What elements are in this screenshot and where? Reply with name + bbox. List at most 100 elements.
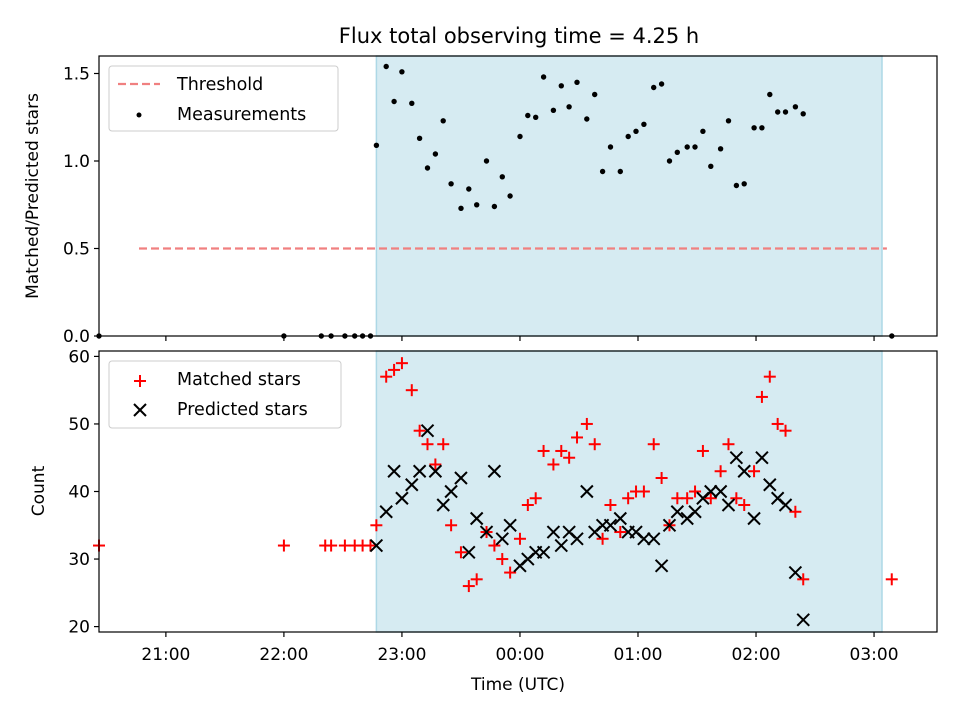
- matched-star-marker: [779, 424, 792, 437]
- matched-star-marker: [748, 465, 761, 478]
- predicted-star-marker: [387, 464, 401, 478]
- predicted-star-marker: [580, 484, 594, 499]
- x-tick-label: 23:00: [377, 645, 426, 665]
- predicted-star-marker: [729, 451, 744, 465]
- measurement-point: [499, 174, 505, 180]
- threshold-legend-label: Threshold: [176, 75, 263, 95]
- bottom-observing-window: [375, 350, 883, 633]
- measurement-point: [767, 91, 773, 98]
- x-tick-label: 03:00: [850, 645, 899, 665]
- measurement-point: [607, 144, 614, 150]
- matched-star-marker: [681, 492, 694, 505]
- matched-star-marker: [580, 417, 593, 430]
- top-legend-box: [108, 65, 339, 132]
- measurement-point: [391, 98, 397, 105]
- measurement-point: [725, 118, 732, 124]
- predicted-star-marker: [647, 532, 661, 546]
- matched-star-marker: [614, 526, 627, 539]
- measurement-point: [448, 181, 454, 187]
- matched-star-marker: [797, 573, 810, 586]
- matched-star-marker: [504, 566, 517, 579]
- predicted-star-marker: [763, 478, 777, 492]
- measurement-point: [424, 165, 431, 171]
- measurement-point: [409, 100, 415, 107]
- bottom-axis-ticks: 20 30 40 50 60 21:00 22:00 23:00 00:00 01:00 02:00…: [68, 347, 898, 665]
- predicted-legend-label: Predicted stars: [177, 400, 308, 420]
- measurement-point: [566, 104, 572, 110]
- predicted-star-marker: [436, 498, 450, 512]
- measurement-point: [800, 111, 806, 117]
- predicted-star-marker: [670, 505, 685, 519]
- predicted-legend-marker: [133, 403, 147, 417]
- matched-star-marker: [388, 363, 401, 376]
- predicted-star-marker: [662, 518, 677, 532]
- predicted-star-marker: [444, 484, 458, 499]
- measurement-point: [399, 69, 405, 75]
- count-points: [93, 357, 898, 627]
- measurement-point: [416, 135, 423, 141]
- measurement-point: [491, 203, 498, 210]
- predicted-star-marker: [778, 498, 793, 512]
- bottom-y-tick-label: 30: [68, 550, 90, 570]
- matched-star-marker: [405, 384, 418, 397]
- measurement-point: [792, 104, 799, 110]
- predicted-star-marker: [536, 545, 551, 560]
- matched-star-marker: [537, 444, 550, 457]
- predicted-star-marker: [479, 525, 494, 539]
- predicted-star-marker: [454, 471, 468, 485]
- predicted-star-marker: [788, 565, 803, 580]
- predicted-star-marker: [688, 505, 702, 519]
- predicted-star-marker: [713, 484, 728, 499]
- measurement-point: [474, 202, 480, 208]
- measurement-point: [466, 186, 472, 192]
- measurement-legend-marker: [136, 112, 142, 118]
- measurement-point: [782, 109, 789, 115]
- measurement-point: [584, 116, 590, 122]
- matched-star-marker: [563, 451, 576, 464]
- matched-star-marker: [395, 357, 408, 370]
- measurement-point: [674, 149, 680, 155]
- matched-star-marker: [637, 485, 650, 498]
- predicted-star-marker: [737, 464, 751, 478]
- bottom-y-tick-label: 40: [68, 483, 90, 503]
- measurement-point: [666, 158, 673, 164]
- measurement-point: [525, 112, 531, 119]
- predicted-star-marker: [462, 545, 476, 560]
- matched-star-marker: [496, 553, 509, 566]
- predicted-star-marker: [495, 532, 509, 546]
- top-y-ticks: 0.0 0.5 1.0 1.5: [63, 65, 875, 347]
- top-observing-window: [375, 55, 883, 337]
- predicted-star-marker: [554, 538, 568, 553]
- matched-star-marker: [364, 539, 377, 552]
- measurement-points: [96, 63, 895, 339]
- matched-star-marker: [462, 580, 475, 593]
- matched-star-marker: [714, 465, 727, 478]
- measurement-legend-label: Measurements: [177, 105, 306, 125]
- measurement-point: [574, 79, 580, 86]
- measurement-point: [641, 121, 647, 128]
- top-y-axis-label: Matched/Predicted stars: [23, 93, 43, 299]
- measurement-point: [759, 125, 765, 131]
- measurement-point: [751, 125, 757, 131]
- measurement-point: [458, 205, 464, 211]
- bottom-y-tick-label: 60: [68, 347, 90, 367]
- measurement-point: [517, 133, 523, 140]
- matched-star-marker: [521, 499, 534, 512]
- bottom-y-axis-label: Count: [29, 465, 49, 516]
- bottom-panel: 20 30 40 50 60 21:00 22:00 23:00 00:00 01:00 02:00…: [29, 347, 938, 695]
- matched-star-marker: [529, 492, 542, 505]
- x-tick-label: 00:00: [495, 645, 544, 665]
- predicted-star-marker: [603, 518, 618, 532]
- measurement-point: [633, 128, 639, 134]
- predicted-star-marker: [613, 511, 627, 526]
- top-panel: 0.0 0.5 1.0 1.5 Matched/Predicted stars Thr…: [23, 55, 938, 347]
- matched-star-marker: [488, 539, 501, 552]
- predicted-star-marker: [721, 498, 736, 512]
- predicted-star-marker: [503, 518, 517, 532]
- predicted-star-marker: [469, 511, 484, 526]
- matched-star-marker: [547, 458, 560, 471]
- predicted-star-marker: [487, 464, 502, 478]
- x-axis-label: Time (UTC): [470, 675, 565, 695]
- predicted-star-marker: [405, 478, 419, 492]
